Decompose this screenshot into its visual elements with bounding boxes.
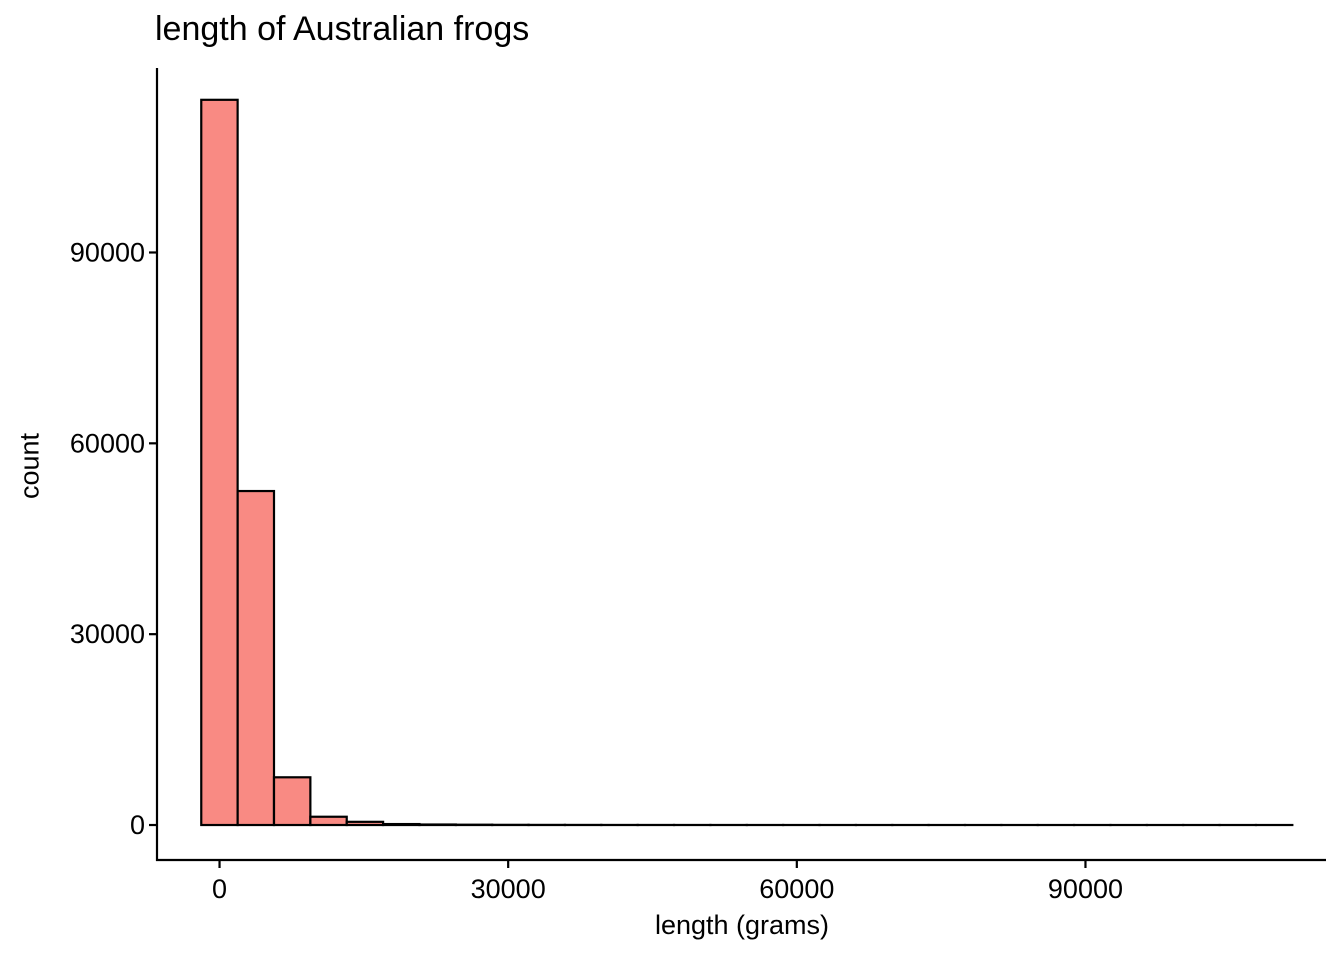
y-tick-label: 90000 [70,237,145,267]
x-tick-label: 60000 [759,874,834,904]
bars-group [200,98,1294,827]
chart-title: length of Australian frogs [155,10,530,48]
x-tick-label: 30000 [471,874,546,904]
histogram-bar [236,489,276,827]
y-tick-label: 60000 [70,428,145,458]
histogram-bar [272,776,312,827]
histogram-bar [382,822,421,827]
x-axis-label: length (grams) [654,910,830,940]
x-tick-label: 90000 [1048,874,1123,904]
histogram-bar [345,820,385,827]
y-tick-label: 30000 [70,619,145,649]
axes-group: 0 30000 60000 90000 0 30000 60000 90000 [70,68,1326,904]
x-tick-label: 0 [212,874,227,904]
y-tick-label: 0 [130,810,145,840]
histogram-bar [200,98,239,827]
histogram-bar [309,815,348,827]
histogram-bar [418,823,457,827]
